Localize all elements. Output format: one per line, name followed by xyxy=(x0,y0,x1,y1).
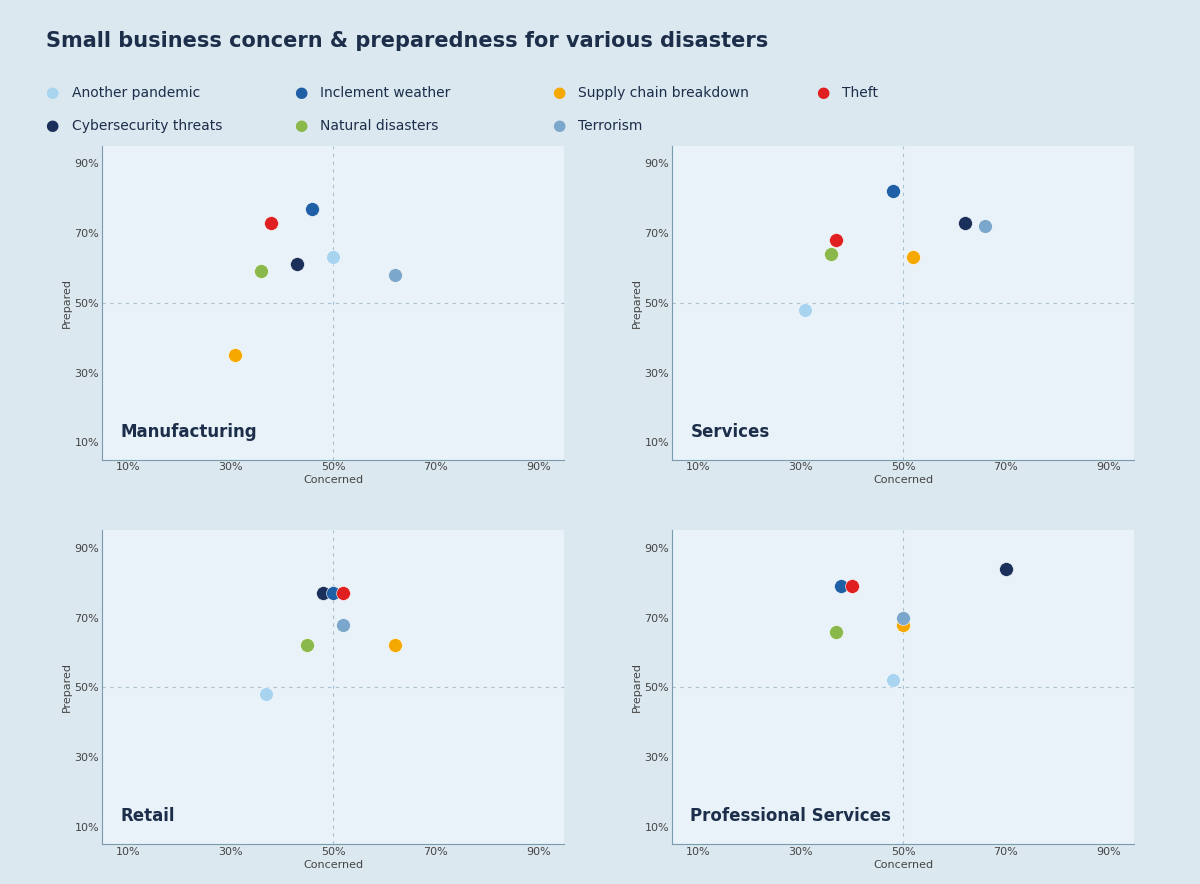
Text: Natural disasters: Natural disasters xyxy=(320,118,439,133)
X-axis label: Concerned: Concerned xyxy=(302,476,364,485)
Text: ●: ● xyxy=(46,86,59,100)
X-axis label: Concerned: Concerned xyxy=(872,860,934,870)
Point xyxy=(298,638,317,652)
Y-axis label: Prepared: Prepared xyxy=(61,662,72,713)
Point xyxy=(976,219,995,233)
Point xyxy=(385,638,404,652)
Point xyxy=(324,250,343,264)
Point xyxy=(883,674,902,688)
Text: ●: ● xyxy=(552,118,565,133)
Point xyxy=(832,579,851,593)
Y-axis label: Prepared: Prepared xyxy=(631,662,642,713)
Point xyxy=(385,268,404,282)
Text: ●: ● xyxy=(294,86,307,100)
Text: ●: ● xyxy=(816,86,829,100)
Point xyxy=(894,617,913,631)
Text: Terrorism: Terrorism xyxy=(578,118,643,133)
Point xyxy=(883,184,902,198)
Text: Services: Services xyxy=(690,423,769,441)
Text: Supply chain breakdown: Supply chain breakdown xyxy=(578,86,749,100)
Point xyxy=(313,586,332,600)
Text: Small business concern & preparedness for various disasters: Small business concern & preparedness fo… xyxy=(46,31,768,51)
Point xyxy=(822,247,841,261)
Point xyxy=(226,348,245,362)
Point xyxy=(288,257,307,271)
Point xyxy=(324,586,343,600)
Y-axis label: Prepared: Prepared xyxy=(61,278,72,328)
Point xyxy=(334,617,353,631)
Text: Inclement weather: Inclement weather xyxy=(320,86,451,100)
Point xyxy=(796,302,815,316)
Point xyxy=(827,233,846,248)
Text: Cybersecurity threats: Cybersecurity threats xyxy=(72,118,222,133)
Point xyxy=(842,579,862,593)
Text: Theft: Theft xyxy=(842,86,878,100)
Point xyxy=(262,216,281,230)
Point xyxy=(955,216,974,230)
Text: Retail: Retail xyxy=(120,807,175,826)
Text: ●: ● xyxy=(294,118,307,133)
Y-axis label: Prepared: Prepared xyxy=(631,278,642,328)
X-axis label: Concerned: Concerned xyxy=(302,860,364,870)
Point xyxy=(996,561,1015,575)
Point xyxy=(904,250,923,264)
Point xyxy=(257,687,276,701)
Point xyxy=(334,586,353,600)
Text: Manufacturing: Manufacturing xyxy=(120,423,257,441)
Text: ●: ● xyxy=(46,118,59,133)
Text: Another pandemic: Another pandemic xyxy=(72,86,200,100)
Point xyxy=(302,202,322,216)
Point xyxy=(827,624,846,638)
Text: Professional Services: Professional Services xyxy=(690,807,892,826)
X-axis label: Concerned: Concerned xyxy=(872,476,934,485)
Point xyxy=(252,264,271,278)
Point xyxy=(894,611,913,625)
Text: ●: ● xyxy=(552,86,565,100)
